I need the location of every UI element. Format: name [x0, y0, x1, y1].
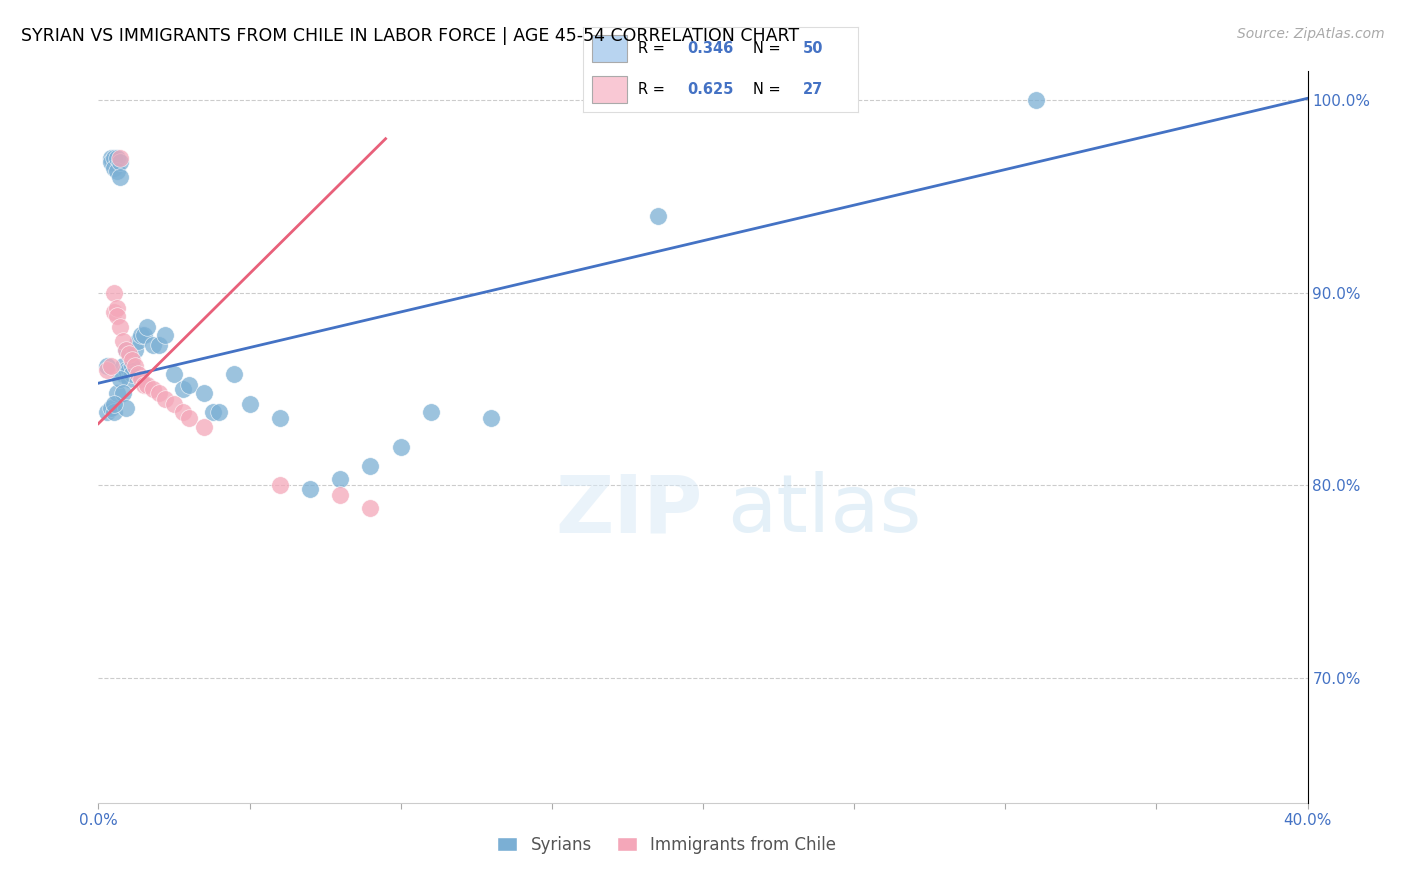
Text: N =: N = — [754, 81, 786, 96]
Point — [193, 420, 215, 434]
Point — [153, 392, 176, 406]
Point — [269, 478, 291, 492]
Point — [105, 309, 128, 323]
Point — [172, 405, 194, 419]
Legend: Syrians, Immigrants from Chile: Syrians, Immigrants from Chile — [491, 829, 842, 860]
Point — [148, 337, 170, 351]
Point — [105, 164, 128, 178]
Point — [163, 397, 186, 411]
Point — [103, 285, 125, 300]
Point — [100, 154, 122, 169]
Point — [124, 343, 146, 358]
Point — [153, 328, 176, 343]
FancyBboxPatch shape — [592, 76, 627, 103]
Point — [108, 151, 131, 165]
Point — [103, 151, 125, 165]
Point — [111, 359, 134, 373]
Text: Source: ZipAtlas.com: Source: ZipAtlas.com — [1237, 27, 1385, 41]
Point — [148, 385, 170, 400]
Point — [389, 440, 412, 454]
Point — [108, 372, 131, 386]
Point — [100, 359, 122, 373]
Point — [103, 405, 125, 419]
Point — [127, 367, 149, 381]
Point — [179, 378, 201, 392]
Point — [129, 328, 152, 343]
Point — [96, 405, 118, 419]
Point — [202, 405, 225, 419]
Point — [121, 359, 143, 373]
Point — [96, 362, 118, 376]
Point — [135, 320, 157, 334]
Text: SYRIAN VS IMMIGRANTS FROM CHILE IN LABOR FORCE | AGE 45-54 CORRELATION CHART: SYRIAN VS IMMIGRANTS FROM CHILE IN LABOR… — [21, 27, 799, 45]
Text: R =: R = — [638, 41, 669, 56]
Point — [103, 397, 125, 411]
Text: R =: R = — [638, 81, 669, 96]
Point — [114, 401, 136, 416]
Point — [105, 385, 128, 400]
Point — [114, 343, 136, 358]
Point — [269, 410, 291, 425]
Point — [105, 151, 128, 165]
Point — [142, 382, 165, 396]
Text: ZIP: ZIP — [555, 471, 703, 549]
Point — [114, 343, 136, 358]
Point — [193, 385, 215, 400]
Text: 0.625: 0.625 — [688, 81, 734, 96]
Point — [118, 362, 141, 376]
Point — [299, 482, 322, 496]
Point — [114, 362, 136, 376]
Point — [329, 488, 352, 502]
Point — [179, 410, 201, 425]
Point — [360, 501, 382, 516]
Text: N =: N = — [754, 41, 786, 56]
Point — [132, 328, 155, 343]
Point — [129, 372, 152, 386]
Point — [121, 367, 143, 381]
Point — [103, 305, 125, 319]
Point — [163, 367, 186, 381]
Point — [108, 320, 131, 334]
Point — [360, 458, 382, 473]
Point — [481, 410, 503, 425]
Point — [224, 367, 246, 381]
Text: atlas: atlas — [727, 471, 921, 549]
Point — [118, 347, 141, 361]
Point — [329, 472, 352, 486]
Point — [208, 405, 231, 419]
Point — [124, 359, 146, 373]
Point — [132, 378, 155, 392]
Point — [1024, 93, 1046, 107]
Point — [100, 401, 122, 416]
Point — [111, 367, 134, 381]
Point — [135, 378, 157, 392]
Point — [105, 301, 128, 315]
Point — [111, 334, 134, 348]
Point — [172, 382, 194, 396]
Point — [420, 405, 443, 419]
Point — [103, 161, 125, 175]
Point — [96, 359, 118, 373]
Point — [127, 334, 149, 348]
Text: 27: 27 — [803, 81, 823, 96]
Point — [108, 154, 131, 169]
Text: 0.346: 0.346 — [688, 41, 734, 56]
Point — [100, 151, 122, 165]
Point — [108, 170, 131, 185]
FancyBboxPatch shape — [592, 36, 627, 62]
Point — [142, 337, 165, 351]
Point — [111, 385, 134, 400]
Point — [239, 397, 262, 411]
Text: 50: 50 — [803, 41, 824, 56]
Point — [121, 353, 143, 368]
Point — [118, 372, 141, 386]
Point — [647, 209, 669, 223]
